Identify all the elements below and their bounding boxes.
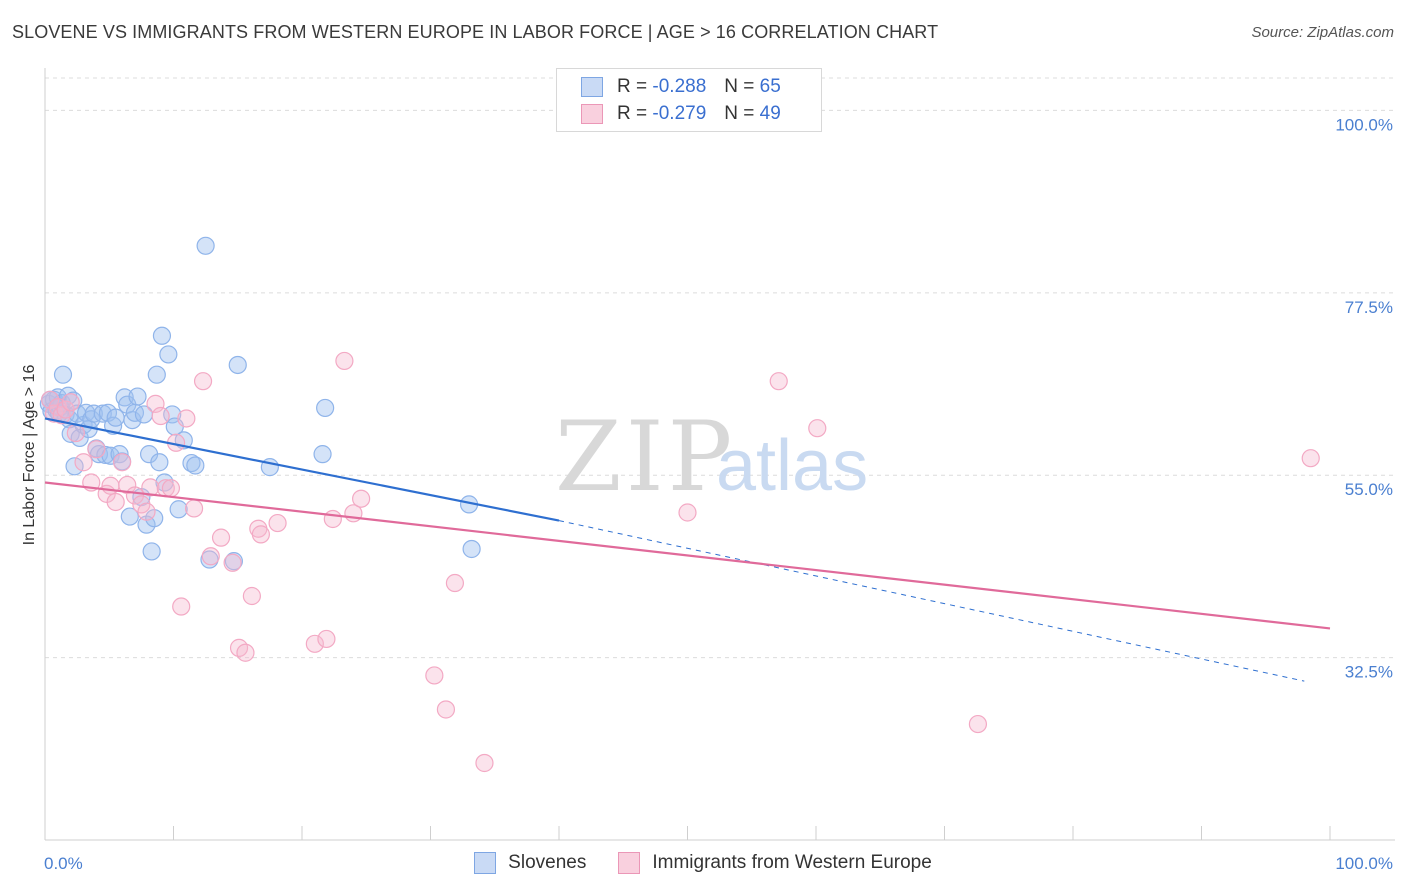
- data-point: [159, 345, 178, 364]
- trend-lines: [44, 417, 1331, 682]
- data-point: [115, 388, 134, 407]
- legend-row-immigrants: R = -0.279 N = 49: [581, 102, 781, 126]
- data-point: [1301, 449, 1320, 468]
- data-point: [323, 509, 342, 529]
- grid-lines: [45, 77, 1395, 659]
- legend-r-label: R =: [617, 76, 648, 97]
- data-point: [228, 355, 247, 375]
- legend-r-value: -0.288: [652, 76, 707, 97]
- data-point: [150, 453, 169, 472]
- series-legend: Slovenes Immigrants from Western Europe: [0, 852, 1406, 874]
- data-point: [152, 326, 172, 345]
- y-tick-label: 77.5%: [1345, 298, 1393, 317]
- data-point: [128, 387, 147, 406]
- data-point: [968, 714, 988, 734]
- y-tick-label: 100.0%: [1335, 115, 1393, 134]
- watermark-atlas: atlas: [716, 426, 868, 506]
- legend-r-label: R =: [617, 103, 648, 124]
- data-point: [769, 372, 788, 391]
- trend-line-immigrants: [44, 481, 1331, 630]
- data-point: [317, 629, 336, 649]
- y-tick-label: 32.5%: [1345, 663, 1393, 682]
- data-point: [106, 492, 125, 512]
- data-point: [436, 700, 456, 719]
- trend-line-slovenes-extension: [558, 520, 1305, 682]
- data-point: [137, 502, 156, 521]
- data-point: [141, 478, 160, 497]
- data-point: [352, 489, 371, 508]
- data-point: [74, 453, 93, 472]
- data-point: [808, 419, 827, 438]
- legend-r-value: -0.279: [652, 103, 707, 124]
- data-point: [41, 390, 60, 409]
- data-point: [65, 457, 84, 476]
- data-point: [201, 547, 220, 566]
- series-name-slovenes: Slovenes: [508, 852, 587, 873]
- data-point: [313, 445, 332, 464]
- y-tick-label: 55.0%: [1345, 480, 1393, 499]
- data-point: [89, 445, 109, 464]
- legend-n-value: 65: [759, 76, 781, 97]
- series-legend-slovenes: Slovenes: [474, 852, 586, 874]
- data-point: [445, 573, 465, 593]
- data-point: [169, 500, 188, 519]
- data-point: [251, 525, 270, 544]
- chart-source: Source: ZipAtlas.com: [1251, 24, 1394, 41]
- data-point: [142, 542, 161, 561]
- data-point: [211, 528, 231, 547]
- series-slovenes-points: [39, 236, 481, 571]
- data-point: [184, 499, 204, 518]
- y-axis-label: In Labor Force | Age > 16: [21, 365, 38, 546]
- data-point: [123, 410, 142, 430]
- trend-line-slovenes: [44, 417, 560, 522]
- data-point: [161, 479, 181, 498]
- tick-labels: 32.5% 55.0% 77.5% 100.0% 0.0% 100.0%: [44, 115, 1393, 873]
- watermark: ZIP atlas: [555, 401, 868, 513]
- data-point: [196, 236, 215, 255]
- data-point: [223, 553, 242, 572]
- x-tick-label: 0.0%: [44, 854, 83, 873]
- data-point: [112, 453, 132, 472]
- watermark-zip: ZIP: [555, 401, 736, 513]
- data-point: [147, 365, 166, 384]
- x-tick-label: 100.0%: [1335, 854, 1393, 873]
- data-point: [186, 456, 205, 475]
- data-point: [61, 393, 80, 412]
- data-point: [193, 372, 213, 391]
- data-point: [462, 539, 481, 559]
- chart-title: SLOVENE VS IMMIGRANTS FROM WESTERN EUROP…: [12, 22, 939, 42]
- data-point: [151, 406, 170, 426]
- legend-n-label: N =: [724, 76, 755, 97]
- legend-swatch-blue: [581, 77, 603, 97]
- data-point: [268, 513, 287, 533]
- data-point: [53, 365, 73, 384]
- data-point: [120, 507, 139, 526]
- data-point: [425, 666, 444, 685]
- data-point: [87, 440, 106, 459]
- data-point: [335, 351, 354, 371]
- data-point: [66, 423, 85, 443]
- series-legend-immigrants: Immigrants from Western Europe: [618, 852, 932, 874]
- data-point: [236, 643, 255, 662]
- legend: R = -0.288 N = 65 R = -0.279 N = 49: [556, 68, 822, 132]
- data-point: [177, 409, 196, 428]
- data-point: [242, 586, 261, 606]
- data-point: [475, 753, 494, 773]
- series-swatch-blue: [474, 852, 497, 874]
- legend-swatch-pink: [581, 104, 603, 124]
- data-point: [96, 445, 115, 465]
- series-name-immigrants: Immigrants from Western Europe: [652, 852, 932, 873]
- data-point: [61, 424, 80, 443]
- data-point: [172, 597, 191, 616]
- series-swatch-pink: [618, 852, 641, 874]
- axes: [44, 68, 1395, 841]
- data-point: [678, 503, 697, 522]
- legend-n-value: 49: [759, 103, 781, 124]
- legend-n-label: N =: [724, 103, 755, 124]
- legend-row-slovenes: R = -0.288 N = 65: [581, 75, 781, 99]
- data-point: [316, 398, 335, 418]
- data-point: [305, 634, 324, 653]
